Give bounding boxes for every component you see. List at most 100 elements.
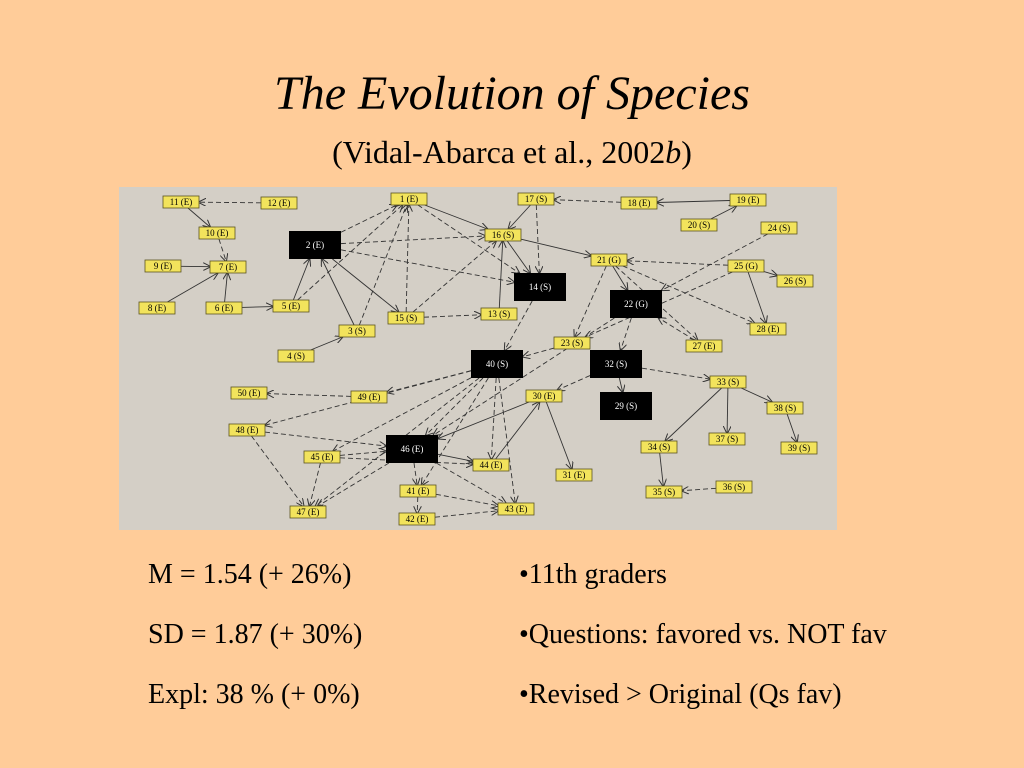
node-13-box: [480, 307, 518, 321]
node-8: 8 (E): [138, 301, 176, 315]
edge-40-to-45: [333, 377, 472, 451]
edge-25-to-26: [763, 272, 777, 276]
node-41: 41 (E): [399, 484, 437, 498]
node-24-box: [760, 221, 798, 235]
stat-sd: SD = 1.87 (+ 30%): [148, 619, 363, 650]
node-37-label: 37 (S): [716, 434, 738, 444]
bullet-revised: •Revised > Original (Qs fav): [519, 679, 842, 710]
node-8-box: [138, 301, 176, 315]
node-4-label: 4 (S): [287, 351, 305, 361]
node-37-box: [708, 432, 746, 446]
edge-17-to-16: [509, 204, 531, 229]
node-29-label: 29 (S): [615, 401, 637, 411]
node-18-box: [620, 196, 658, 210]
node-42-box: [398, 512, 436, 526]
edge-4-to-3: [310, 337, 343, 351]
edge-2-to-14: [340, 249, 514, 282]
edge-21-to-22: [612, 265, 628, 290]
subtitle-italic: b: [665, 134, 682, 170]
node-13: 13 (S): [480, 307, 518, 321]
node-9: 9 (E): [144, 259, 182, 273]
node-30-label: 30 (E): [533, 391, 556, 401]
edge-40-to-44: [491, 377, 497, 459]
node-38-label: 38 (S): [774, 403, 796, 413]
node-37: 37 (S): [708, 432, 746, 446]
node-39: 39 (S): [780, 441, 818, 455]
node-17: 17 (S): [517, 192, 555, 206]
node-43-box: [497, 502, 535, 516]
node-3: 3 (S): [338, 324, 376, 338]
node-20-label: 20 (S): [688, 220, 710, 230]
node-25: 25 (G): [727, 259, 765, 273]
node-28-label: 28 (E): [757, 324, 780, 334]
edge-30-to-31: [545, 401, 571, 469]
node-35: 35 (S): [645, 485, 683, 499]
node-20: 20 (S): [680, 218, 718, 232]
node-13-label: 13 (S): [488, 309, 510, 319]
node-29: 29 (S): [600, 392, 652, 420]
node-40-label: 40 (S): [486, 359, 508, 369]
subtitle-main: (Vidal-Abarca et al., 2002: [332, 134, 666, 170]
node-33-box: [709, 375, 747, 389]
edge-25-to-21: [627, 261, 729, 266]
node-38-box: [766, 401, 804, 415]
edge-45-to-46: [339, 451, 386, 455]
node-layer: 1 (E) 2 (E) 3 (S) 4 (S) 5 (E) 6 (E) 7 (E) 8 (E)…: [138, 192, 818, 526]
edge-33-to-34: [665, 387, 722, 441]
node-41-box: [399, 484, 437, 498]
edge-21-to-23: [575, 265, 607, 337]
edge-14-to-40: [505, 300, 533, 350]
node-48-box: [228, 423, 266, 437]
edge-13-to-16: [499, 241, 502, 309]
node-2-box: [289, 231, 341, 259]
node-1-box: [390, 192, 428, 206]
node-47-box: [289, 505, 327, 519]
node-45: 45 (E): [303, 450, 341, 464]
edge-8-to-7: [167, 273, 217, 303]
node-48: 48 (E): [228, 423, 266, 437]
edge-33-to-38: [740, 387, 772, 402]
bullet-questions: •Questions: favored vs. NOT fav: [519, 619, 887, 650]
edge-3-to-1: [358, 205, 406, 326]
node-21: 21 (G): [590, 253, 628, 267]
edge-46-to-47: [318, 462, 390, 506]
node-50-box: [230, 386, 268, 400]
node-26: 26 (S): [776, 274, 814, 288]
node-28: 28 (E): [749, 322, 787, 336]
node-4-box: [277, 349, 315, 363]
node-31: 31 (E): [555, 468, 593, 482]
node-9-label: 9 (E): [154, 261, 172, 271]
node-23-label: 23 (S): [561, 338, 583, 348]
node-10: 10 (E): [198, 226, 236, 240]
edge-5-to-2: [292, 259, 309, 301]
node-16: 16 (S): [484, 228, 522, 242]
edge-34-to-35: [660, 452, 664, 486]
node-19-label: 19 (E): [737, 195, 760, 205]
node-28-box: [749, 322, 787, 336]
edge-21-to-27: [615, 265, 698, 340]
edge-20-to-19: [710, 206, 736, 220]
concept-map-diagram: 1 (E) 2 (E) 3 (S) 4 (S) 5 (E) 6 (E) 7 (E) 8 (E)…: [119, 187, 837, 530]
node-36-box: [715, 480, 753, 494]
node-43-label: 43 (E): [505, 504, 528, 514]
node-44-box: [472, 458, 510, 472]
node-50: 50 (E): [230, 386, 268, 400]
edge-48-to-46: [264, 431, 386, 446]
node-39-label: 39 (S): [788, 443, 810, 453]
edge-2-to-16: [340, 236, 485, 245]
node-5-box: [272, 299, 310, 313]
node-36-label: 36 (S): [723, 482, 745, 492]
node-36: 36 (S): [715, 480, 753, 494]
node-5-label: 5 (E): [282, 301, 300, 311]
edge-2-to-1: [340, 205, 397, 233]
node-11: 11 (E): [162, 195, 200, 209]
node-25-label: 25 (G): [734, 261, 758, 271]
node-29-box: [600, 392, 652, 420]
edge-17-to-14: [536, 204, 539, 273]
node-7-label: 7 (E): [219, 262, 237, 272]
node-47-label: 47 (E): [297, 507, 320, 517]
node-46-box: [386, 435, 438, 463]
node-49-label: 49 (E): [358, 392, 381, 402]
node-49: 49 (E): [350, 390, 388, 404]
node-20-box: [680, 218, 718, 232]
